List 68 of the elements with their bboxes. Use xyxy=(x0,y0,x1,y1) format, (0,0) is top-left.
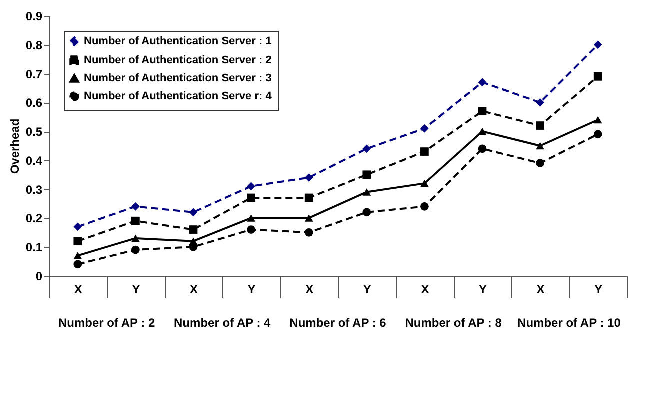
x-tick-label: X xyxy=(306,282,314,296)
y-tick-label: 0.3 xyxy=(26,182,43,197)
y-tick-label: 0.4 xyxy=(26,154,43,168)
x-tick-label: Y xyxy=(248,282,256,296)
point xyxy=(132,216,140,226)
point xyxy=(247,214,256,222)
point xyxy=(362,170,372,180)
point xyxy=(362,208,372,217)
point xyxy=(536,98,544,107)
point xyxy=(304,194,314,202)
x-tick-label: Y xyxy=(594,282,603,296)
point xyxy=(478,128,487,136)
point xyxy=(304,174,314,182)
x-tick-label: X xyxy=(536,282,545,296)
point xyxy=(594,116,602,124)
point xyxy=(132,202,140,211)
legend-label: Number of Authentication Server : 2 xyxy=(84,54,272,66)
point xyxy=(74,252,82,260)
y-tick-label: 0.1 xyxy=(26,240,43,255)
point xyxy=(478,107,487,116)
text: Number of AP : 4 xyxy=(174,316,272,330)
point xyxy=(247,194,256,202)
point xyxy=(420,202,429,211)
point xyxy=(74,260,82,269)
point xyxy=(478,144,487,154)
x-tick-label: X xyxy=(74,282,82,296)
point xyxy=(189,226,198,234)
point xyxy=(594,40,602,50)
point xyxy=(478,78,487,87)
x-tick-label: Y xyxy=(132,282,140,296)
text: Number of AP : 2 xyxy=(58,316,156,330)
point xyxy=(132,234,140,242)
point xyxy=(304,214,314,222)
legend-label: Number of Authentication Server : 3 xyxy=(84,72,272,84)
x-tick-label: X xyxy=(190,282,198,296)
x-tick-label: Y xyxy=(478,282,488,296)
point xyxy=(74,222,82,232)
point xyxy=(304,228,314,237)
point xyxy=(536,159,544,168)
point xyxy=(420,124,429,133)
point xyxy=(536,122,544,130)
y-tick-label: 0 xyxy=(36,270,43,284)
y-tick-label: 0.2 xyxy=(26,212,43,226)
y-tick-label: 0.7 xyxy=(26,67,43,82)
x-tick-label: Y xyxy=(363,282,372,296)
text: Number of AP : 10 xyxy=(518,316,622,330)
legend-label: Number of Authentication Serve r: 4 xyxy=(84,90,273,102)
point xyxy=(420,148,429,156)
point xyxy=(362,188,372,196)
y-tick-label: 0.9 xyxy=(26,10,43,24)
point xyxy=(594,130,602,139)
point xyxy=(362,144,372,154)
point xyxy=(189,208,198,217)
point xyxy=(74,237,82,246)
y-axis-title: Overhead xyxy=(8,118,22,174)
text: Number of AP : 8 xyxy=(405,316,502,330)
text: Number of AP : 6 xyxy=(290,316,387,330)
point xyxy=(132,246,140,254)
y-tick-label: 0.5 xyxy=(26,125,43,140)
y-tick-label: 0.8 xyxy=(26,38,43,52)
point xyxy=(594,72,602,81)
x-tick-label: X xyxy=(421,282,430,296)
point xyxy=(247,226,256,234)
point xyxy=(420,180,429,188)
point xyxy=(536,142,544,150)
y-tick-label: 0.6 xyxy=(26,96,43,110)
point xyxy=(247,182,256,191)
legend-label: Number of Authentication Server : 1 xyxy=(84,36,272,48)
